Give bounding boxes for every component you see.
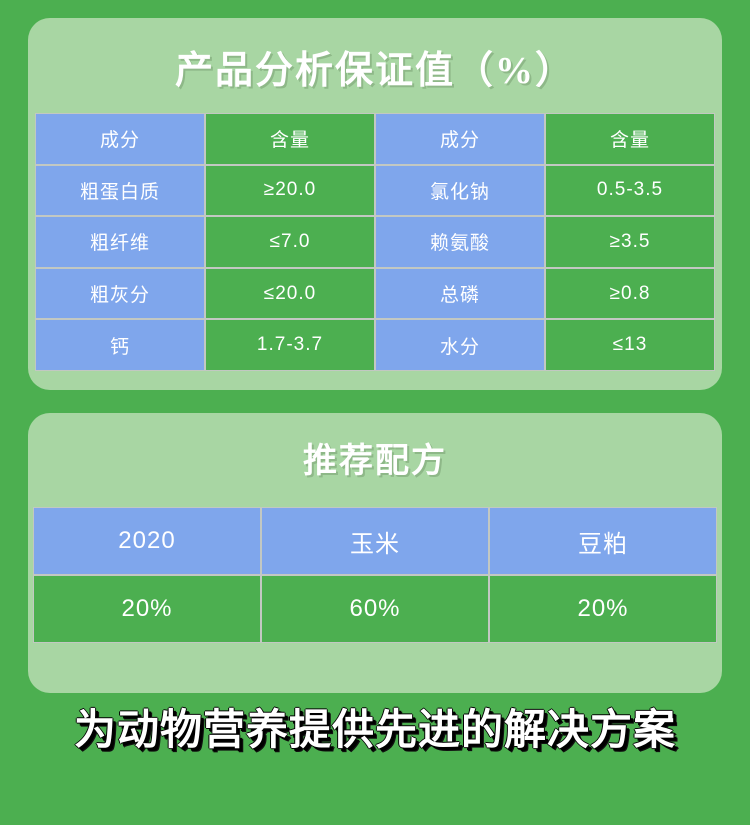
formula-header-year: 2020 [33, 507, 261, 575]
formula-value-corn: 60% [261, 575, 489, 643]
formula-value-year: 20% [33, 575, 261, 643]
analysis-cell-content: ≥20.0 [205, 164, 375, 217]
analysis-header-component-1: 成分 [35, 113, 205, 165]
analysis-header-content-2: 含量 [545, 113, 715, 165]
analysis-cell-content: 0.5-3.5 [545, 164, 715, 217]
analysis-cell-component: 钙 [35, 319, 205, 371]
table-header-row: 成分 含量 成分 含量 [35, 113, 715, 165]
analysis-cell-component: 粗灰分 [35, 267, 205, 320]
analysis-cell-content: ≤20.0 [205, 267, 375, 320]
formula-table: 2020 玉米 豆粕 20% 60% 20% [33, 507, 717, 643]
table-row: 粗纤维 ≤7.0 赖氨酸 ≥3.5 [35, 216, 715, 268]
analysis-cell-component: 粗蛋白质 [35, 164, 205, 217]
table-row: 20% 60% 20% [33, 575, 717, 643]
table-row: 钙 1.7-3.7 水分 ≤13 [35, 319, 715, 371]
analysis-cell-component: 氯化钠 [375, 164, 545, 217]
analysis-card-title: 产品分析保证值（%） [174, 50, 575, 92]
formula-card-title: 推荐配方 [303, 443, 447, 480]
analysis-header-component-2: 成分 [375, 113, 545, 165]
analysis-header-content-1: 含量 [205, 113, 375, 165]
table-header-row: 2020 玉米 豆粕 [33, 507, 717, 575]
table-row: 粗灰分 ≤20.0 总磷 ≥0.8 [35, 267, 715, 320]
analysis-cell-component: 粗纤维 [35, 216, 205, 268]
analysis-cell-component: 总磷 [375, 267, 545, 320]
table-row: 粗蛋白质 ≥20.0 氯化钠 0.5-3.5 [35, 164, 715, 217]
analysis-cell-content: ≥0.8 [545, 267, 715, 320]
slogan-text: 为动物营养提供先进的解决方案 [73, 706, 676, 753]
analysis-cell-content: ≥3.5 [545, 216, 715, 268]
analysis-cell-component: 赖氨酸 [375, 216, 545, 268]
formula-header-corn: 玉米 [261, 507, 489, 575]
analysis-cell-content: ≤7.0 [205, 216, 375, 268]
formula-header-soybean: 豆粕 [489, 507, 717, 575]
analysis-cell-component: 水分 [375, 319, 545, 371]
analysis-cell-content: ≤13 [545, 319, 715, 371]
analysis-cell-content: 1.7-3.7 [205, 319, 375, 371]
formula-value-soybean: 20% [489, 575, 717, 643]
analysis-table: 成分 含量 成分 含量 粗蛋白质 ≥20.0 氯化钠 0.5-3.5 粗纤维 ≤… [35, 113, 715, 371]
